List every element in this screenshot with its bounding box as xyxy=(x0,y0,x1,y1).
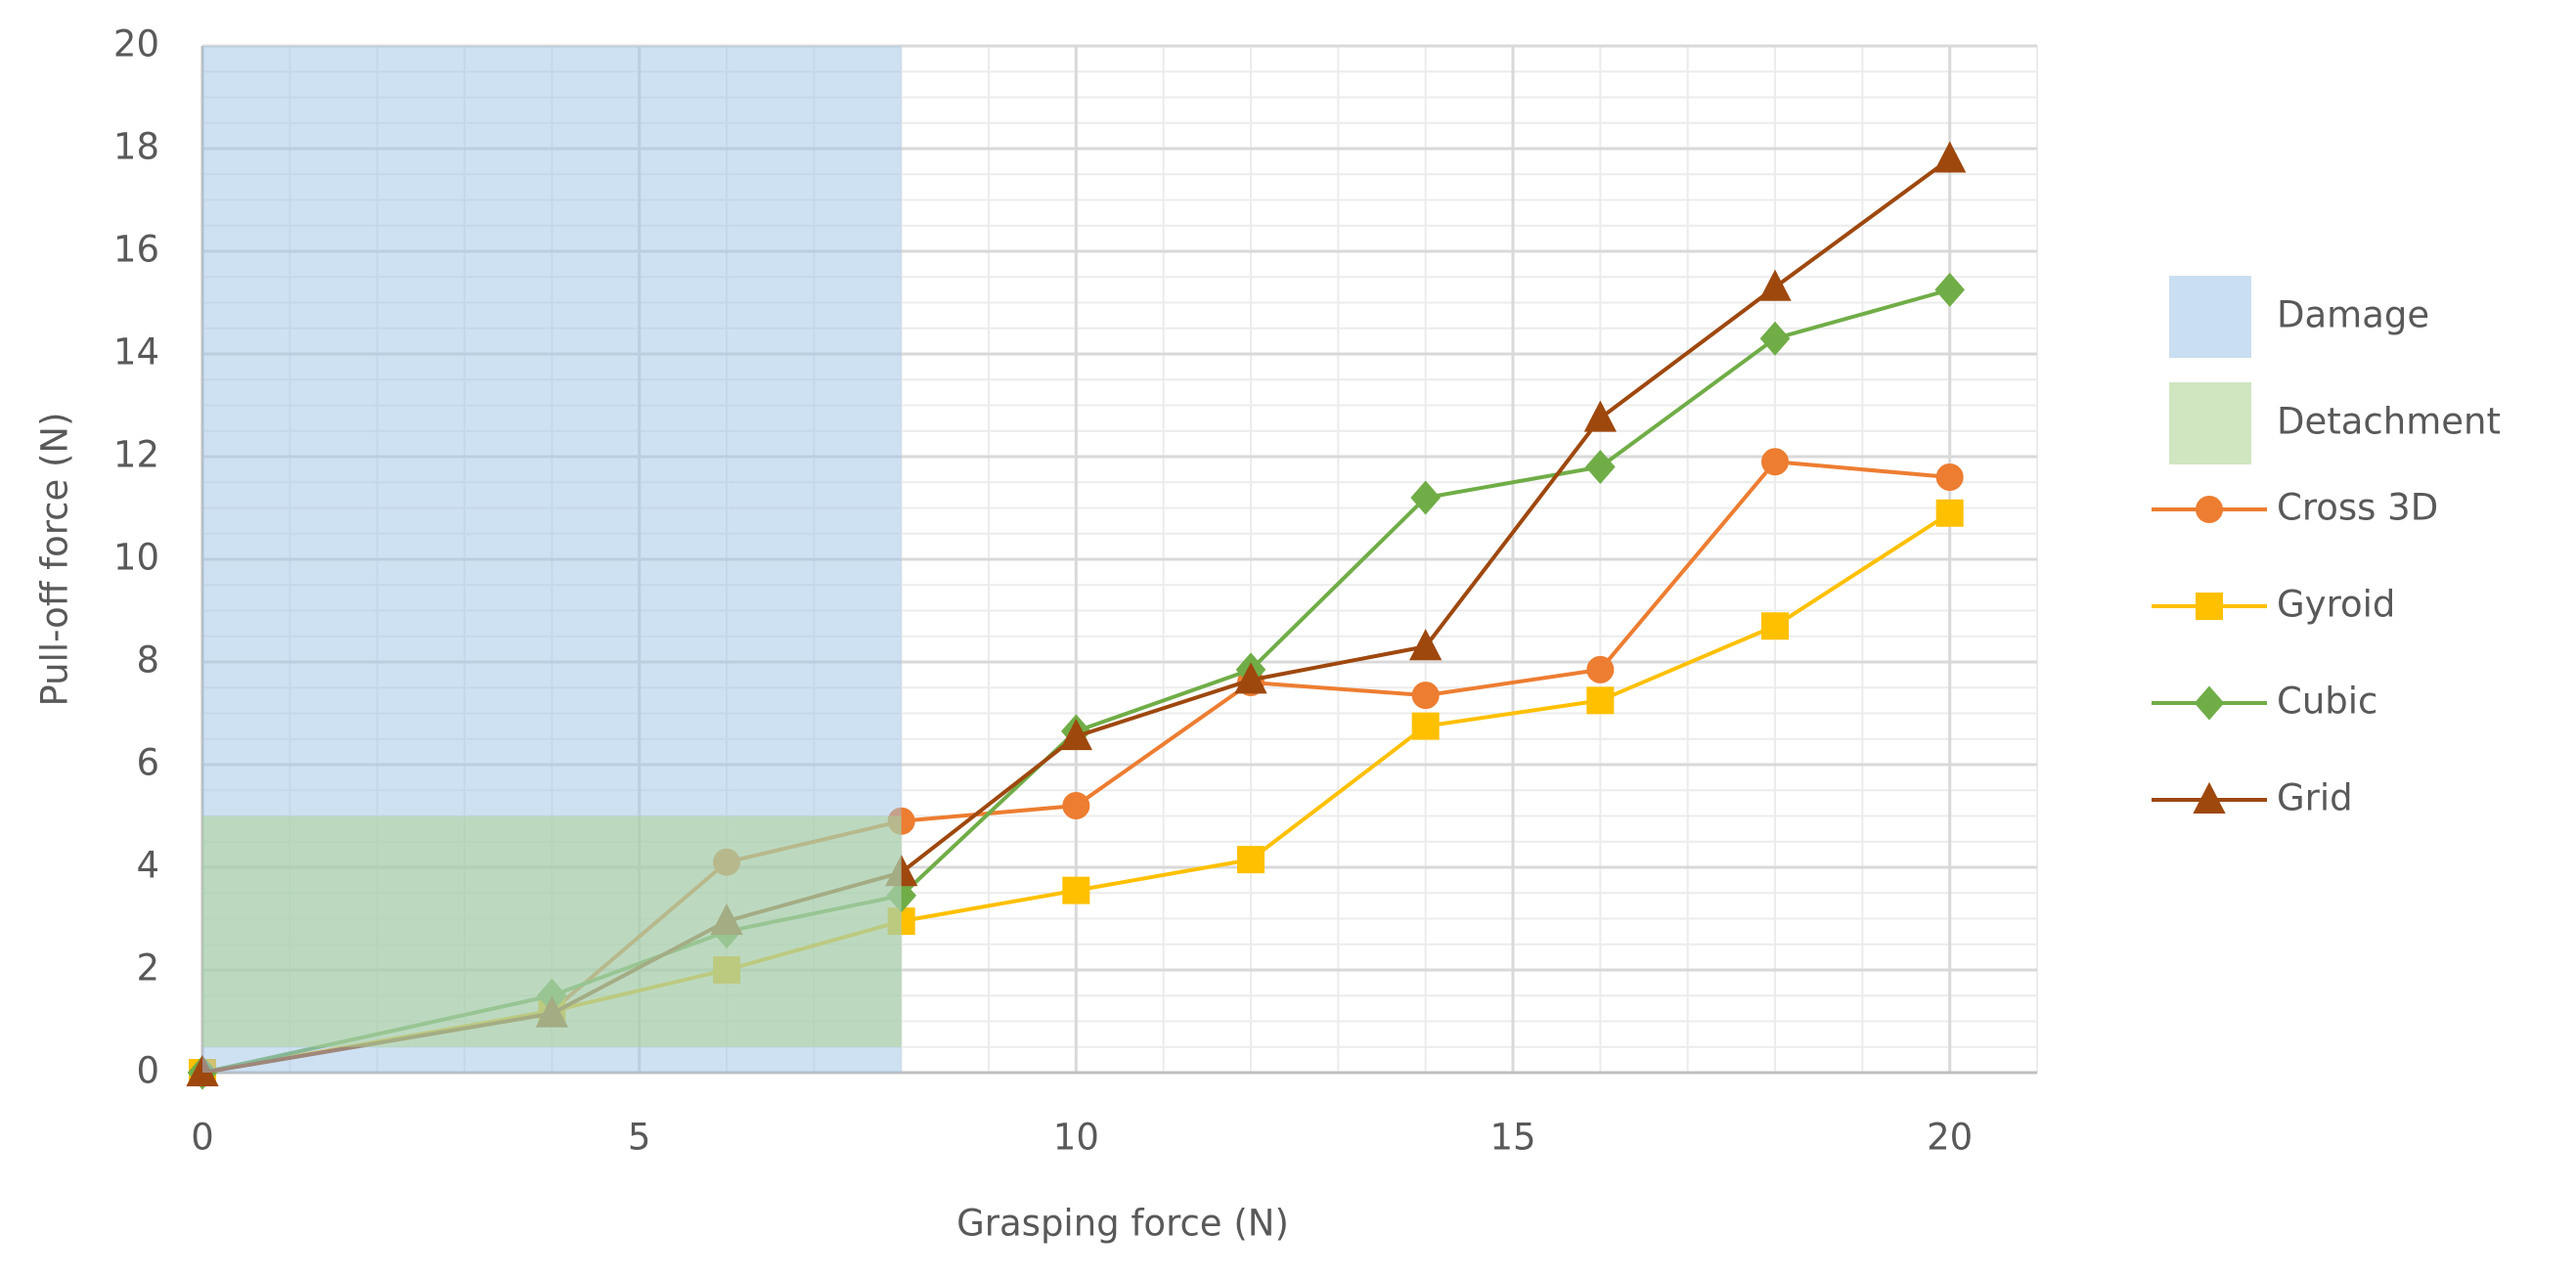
legend-marker xyxy=(2194,685,2225,721)
legend-marker xyxy=(2196,593,2223,620)
legend-label: Grid xyxy=(2277,777,2353,819)
y-tick-label: 20 xyxy=(113,23,159,66)
legend-swatch xyxy=(2169,276,2251,358)
y-tick-label: 8 xyxy=(136,639,159,682)
x-axis-title: Grasping force (N) xyxy=(956,1203,1289,1245)
region xyxy=(202,815,902,1047)
marker xyxy=(1059,718,1092,751)
legend-marker xyxy=(2193,781,2226,814)
x-tick-label: 10 xyxy=(1053,1117,1099,1159)
legend-label: Cross 3D xyxy=(2277,487,2438,529)
marker xyxy=(1761,612,1789,640)
x-tick-label: 20 xyxy=(1927,1117,1973,1159)
marker xyxy=(1585,449,1616,485)
legend-label: Gyroid xyxy=(2277,584,2395,626)
x-tick-label: 5 xyxy=(628,1117,651,1159)
marker xyxy=(1062,876,1090,904)
y-tick-label: 4 xyxy=(136,845,159,887)
marker xyxy=(1237,846,1265,874)
legend-marker xyxy=(2196,496,2223,523)
marker xyxy=(1586,655,1615,683)
marker xyxy=(1411,682,1440,710)
y-tick-label: 2 xyxy=(136,947,159,990)
legend-label: Damage xyxy=(2277,294,2429,336)
y-tick-label: 6 xyxy=(136,742,159,784)
marker xyxy=(1234,662,1267,694)
legend-label: Detachment xyxy=(2277,401,2501,443)
marker xyxy=(1935,499,1964,527)
x-tick-label: 0 xyxy=(191,1117,214,1159)
y-tick-label: 10 xyxy=(113,537,159,579)
marker xyxy=(1758,269,1792,301)
y-axis-title: Pull-off force (N) xyxy=(34,412,76,706)
marker xyxy=(1410,480,1441,515)
legend-label: Cubic xyxy=(2277,681,2377,723)
y-tick-label: 16 xyxy=(113,229,159,271)
legend-swatch xyxy=(2169,382,2251,464)
marker xyxy=(1586,686,1615,715)
marker xyxy=(1934,272,1965,307)
y-tick-label: 18 xyxy=(113,126,159,168)
marker xyxy=(1583,400,1617,432)
marker xyxy=(1409,629,1443,661)
x-tick-label: 15 xyxy=(1489,1117,1535,1159)
marker xyxy=(1411,712,1440,740)
y-tick-label: 12 xyxy=(113,434,159,476)
marker xyxy=(1933,141,1967,173)
marker xyxy=(1935,463,1964,491)
y-tick-label: 0 xyxy=(136,1050,159,1092)
y-tick-label: 14 xyxy=(113,331,159,374)
marker xyxy=(1759,321,1791,356)
marker xyxy=(1062,792,1090,819)
marker xyxy=(1761,448,1789,476)
